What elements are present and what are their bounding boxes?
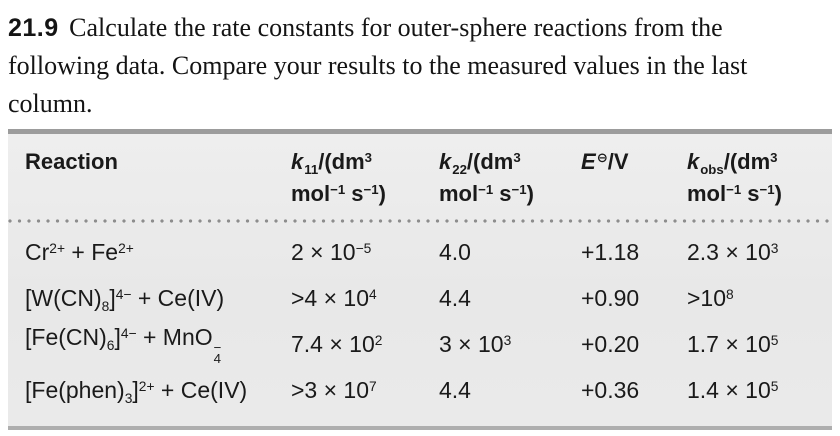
rate-constants-table: Reaction k11/(dm3 mol−1 s−1) k22/(dm3 mol−… (8, 129, 832, 430)
cell-k22: 3 × 103 (439, 331, 512, 357)
table-row: [Fe(CN)6]4− + MnO −4 7.4 × 102 3 × 103 +0… (8, 321, 832, 367)
table-row: [W(CN)8]4− + Ce(IV) >4 × 104 4.4 +0.90 >… (8, 275, 832, 321)
header-cell-kobs: kobs/(dm3 mol−1 s−1) (687, 149, 782, 206)
cell-reaction: [W(CN)8]4− + Ce(IV) (25, 285, 225, 314)
cell-reaction: [Fe(phen)3]2+ + Ce(IV) (25, 377, 248, 406)
cell-reaction: Cr2+ + Fe2+ (25, 239, 134, 265)
table-header-row: Reaction k11/(dm3 mol−1 s−1) k22/(dm3 mol−… (8, 134, 832, 210)
header-cell-k11: k11/(dm3 mol−1 s−1) (291, 149, 386, 206)
header-separator-dotted-rule (8, 219, 832, 223)
problem-statement: 21.9 Calculate the rate constants for ou… (0, 0, 818, 123)
header-cell-standard-potential: E⊖/V (581, 149, 629, 174)
cell-k22: 4.4 (439, 377, 471, 403)
cell-k11: >3 × 107 (291, 377, 377, 403)
table-body: Cr2+ + Fe2+ 2 × 10−5 4.0 +1.18 2.3 × 103… (8, 223, 832, 413)
cell-k22: 4.0 (439, 239, 471, 265)
cell-standard-potential: +0.36 (581, 377, 640, 403)
problem-text: Calculate the rate constants for outer-s… (8, 13, 748, 118)
cell-standard-potential: +0.20 (581, 331, 640, 357)
cell-reaction: [Fe(CN)6]4− + MnO −4 (25, 324, 222, 366)
cell-k11: >4 × 104 (291, 285, 377, 311)
cell-k11: 2 × 10−5 (291, 239, 372, 265)
table-row: [Fe(phen)3]2+ + Ce(IV) >3 × 107 4.4 +0.3… (8, 367, 832, 413)
cell-kobs: 1.7 × 105 (687, 331, 779, 357)
cell-k11: 7.4 × 102 (291, 331, 383, 357)
table-row: Cr2+ + Fe2+ 2 × 10−5 4.0 +1.18 2.3 × 103 (8, 229, 832, 275)
cell-k22: 4.4 (439, 285, 471, 311)
problem-number: 21.9 (8, 14, 59, 42)
cell-kobs: 2.3 × 103 (687, 239, 779, 265)
cell-standard-potential: +0.90 (581, 285, 640, 311)
header-cell-reaction: Reaction (25, 149, 118, 174)
cell-kobs: >108 (687, 285, 734, 311)
header-cell-k22: k22/(dm3 mol−1 s−1) (439, 149, 534, 206)
cell-standard-potential: +1.18 (581, 239, 640, 265)
cell-kobs: 1.4 × 105 (687, 377, 779, 403)
